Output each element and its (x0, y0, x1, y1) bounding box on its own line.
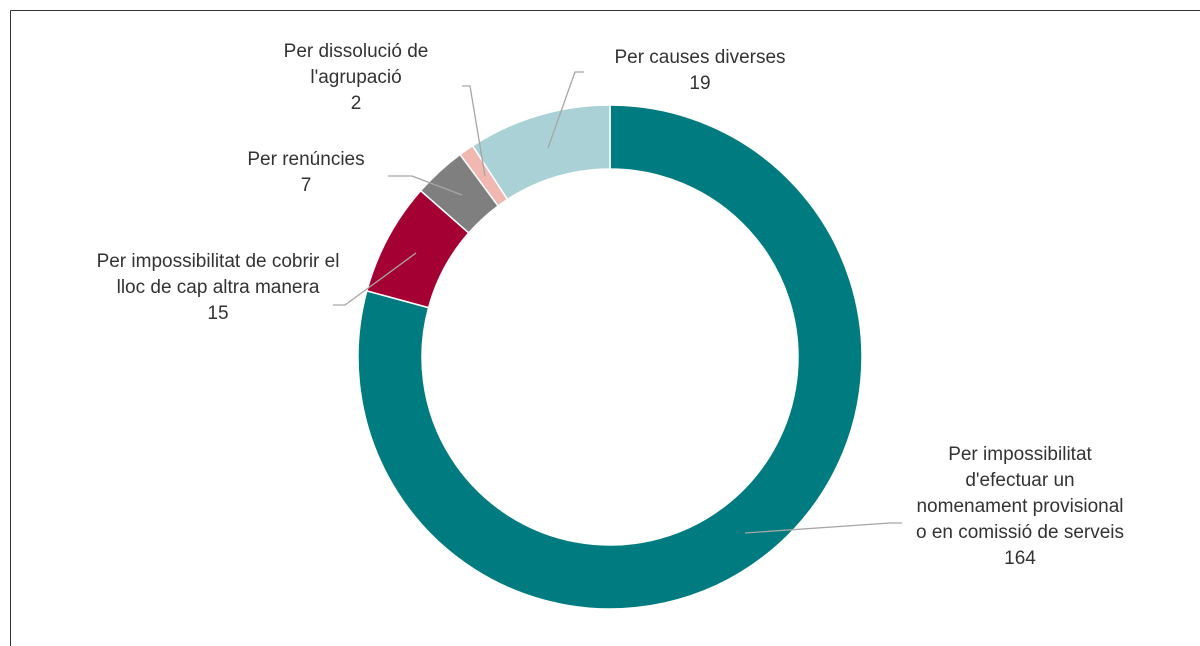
donut-slice (471, 104, 611, 201)
data-label: 15 (207, 303, 229, 324)
category-label: Per causes diverses (614, 47, 786, 68)
slice-label: Per dissolució de l'agrupació 2 (256, 39, 456, 117)
leader-line (333, 252, 417, 306)
leader-line (462, 85, 486, 177)
category-label: Per renúncies (247, 149, 365, 170)
category-label: Per impossibilitat de cobrir el lloc de … (96, 251, 340, 298)
data-label: 7 (300, 175, 312, 196)
slice-label: Per renúncies 7 (206, 147, 406, 199)
leader-line (388, 175, 463, 196)
leader-line (547, 71, 584, 149)
leader-line (744, 522, 902, 534)
donut-slice (357, 104, 863, 610)
data-label: 164 (1004, 548, 1036, 569)
slice-label: Per causes diverses 19 (560, 45, 840, 97)
data-label: 2 (350, 93, 362, 114)
category-label: Per impossibilitat d'efectuar un nomenam… (915, 444, 1125, 543)
slice-label: Per impossibilitat de cobrir el lloc de … (93, 249, 343, 327)
category-label: Per dissolució de l'agrupació (283, 41, 429, 88)
slice-label: Per impossibilitat d'efectuar un nomenam… (915, 442, 1125, 572)
data-label: 19 (689, 73, 711, 94)
